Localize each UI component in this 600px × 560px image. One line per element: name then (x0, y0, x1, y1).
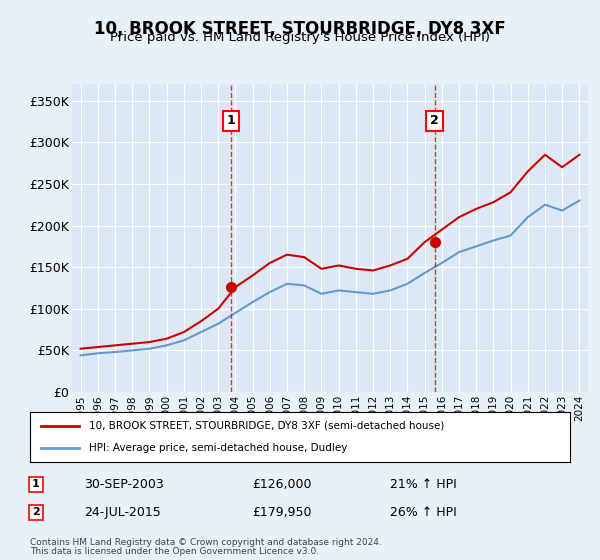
Text: £179,950: £179,950 (252, 506, 311, 519)
Text: 10, BROOK STREET, STOURBRIDGE, DY8 3XF (semi-detached house): 10, BROOK STREET, STOURBRIDGE, DY8 3XF (… (89, 421, 445, 431)
Text: 1: 1 (227, 114, 235, 128)
Text: £126,000: £126,000 (252, 478, 311, 491)
Text: 24-JUL-2015: 24-JUL-2015 (84, 506, 161, 519)
Text: 2: 2 (430, 114, 439, 128)
Text: 26% ↑ HPI: 26% ↑ HPI (390, 506, 457, 519)
Text: This data is licensed under the Open Government Licence v3.0.: This data is licensed under the Open Gov… (30, 547, 319, 556)
Text: 21% ↑ HPI: 21% ↑ HPI (390, 478, 457, 491)
Text: 1: 1 (32, 479, 40, 489)
Text: Contains HM Land Registry data © Crown copyright and database right 2024.: Contains HM Land Registry data © Crown c… (30, 538, 382, 547)
Text: 30-SEP-2003: 30-SEP-2003 (84, 478, 164, 491)
Text: HPI: Average price, semi-detached house, Dudley: HPI: Average price, semi-detached house,… (89, 443, 348, 453)
Text: 10, BROOK STREET, STOURBRIDGE, DY8 3XF: 10, BROOK STREET, STOURBRIDGE, DY8 3XF (94, 20, 506, 38)
Text: Price paid vs. HM Land Registry's House Price Index (HPI): Price paid vs. HM Land Registry's House … (110, 31, 490, 44)
Text: 2: 2 (32, 507, 40, 517)
